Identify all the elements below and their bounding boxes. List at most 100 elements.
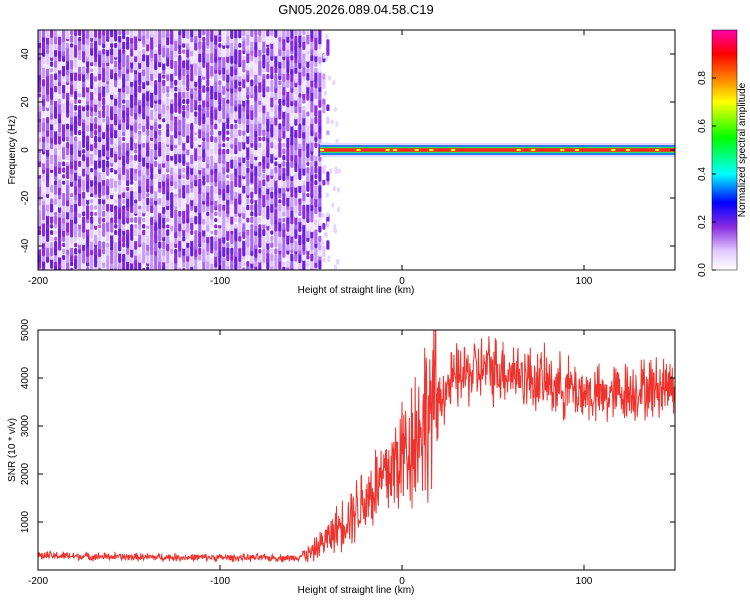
heatmap-cell — [270, 261, 274, 267]
heatmap-cell — [126, 55, 130, 61]
heatmap-cell — [102, 222, 106, 230]
heatmap-cell — [198, 178, 202, 187]
colorbar-ticks: 0.00.20.40.60.8 — [697, 71, 716, 277]
heatmap-cell — [286, 59, 290, 70]
heatmap-cell — [74, 72, 78, 81]
heatmap-cell — [146, 89, 150, 102]
heatmap-cell — [214, 229, 218, 236]
y-tick-label: 3000 — [20, 414, 31, 437]
heatmap-cell — [162, 45, 166, 58]
heatmap-cell — [142, 33, 146, 45]
heatmap-cell — [170, 248, 174, 255]
heatmap-cell — [58, 227, 62, 238]
heatmap-cell — [250, 60, 254, 69]
heatmap-cell — [270, 253, 274, 262]
heatmap-cell — [50, 180, 54, 185]
heatmap-cell — [178, 267, 182, 270]
heatmap-cell — [306, 161, 310, 166]
heatmap-cell — [94, 232, 98, 246]
heatmap-cell — [190, 236, 194, 242]
heatmap-cell — [98, 228, 102, 237]
heatmap-cell — [274, 30, 278, 38]
heatmap-cell — [38, 247, 42, 255]
heatmap-cell — [250, 238, 254, 252]
heatmap-cell — [178, 176, 182, 189]
heatmap-cell — [74, 255, 78, 260]
heatmap-cell — [106, 97, 110, 106]
heatmap-cell — [154, 83, 158, 95]
heatmap-cell — [258, 216, 262, 224]
heatmap-cell — [54, 109, 58, 119]
heatmap-cell — [174, 193, 178, 198]
heatmap-cell — [206, 110, 210, 118]
heatmap-cell — [102, 204, 106, 211]
heatmap-cell — [234, 127, 238, 139]
heatmap-cell — [274, 257, 278, 270]
heatmap-cell — [290, 223, 294, 230]
heatmap-cell — [190, 98, 194, 105]
heatmap-cell — [118, 172, 122, 181]
heatmap-cell — [278, 91, 282, 100]
heatmap-cell — [238, 52, 242, 64]
heatmap-cell — [210, 83, 214, 95]
heatmap-cell — [154, 43, 158, 48]
heatmap-cell — [62, 221, 66, 231]
heatmap-cell — [158, 129, 162, 136]
heatmap-cell — [46, 211, 50, 217]
heatmap-cell — [158, 197, 162, 205]
heatmap-cell — [162, 79, 166, 86]
heatmap-cell — [94, 130, 98, 136]
heatmap-cell — [110, 203, 114, 213]
heatmap-cell — [186, 98, 190, 105]
heatmap-cell — [286, 232, 290, 245]
heatmap-cell — [162, 74, 166, 79]
heatmap-cell — [94, 158, 98, 170]
heatmap-cell — [146, 197, 150, 205]
heatmap-cell — [326, 39, 330, 52]
heatmap-cell — [314, 97, 318, 106]
heatmap-cell — [250, 142, 254, 148]
heatmap-cell — [182, 86, 186, 93]
heatmap-cell — [166, 66, 170, 75]
heatmap-cell — [102, 172, 106, 181]
heatmap-cell — [218, 133, 222, 144]
heatmap-cell — [266, 103, 270, 112]
heatmap-cell — [290, 154, 294, 162]
heatmap-cell — [174, 114, 178, 127]
heatmap-cell — [78, 61, 82, 67]
heatmap-cell — [70, 202, 74, 213]
heatmap-cell — [150, 90, 154, 101]
heatmap-cell — [226, 153, 230, 163]
heatmap-cell — [110, 210, 114, 218]
heatmap-cell — [162, 30, 166, 38]
heatmap-cell — [286, 89, 290, 102]
heatmap-cell — [266, 79, 270, 87]
heatmap-cell — [158, 241, 162, 249]
heatmap-cell — [158, 124, 162, 129]
heatmap-cell — [110, 197, 114, 205]
heatmap-cell — [90, 68, 94, 73]
heatmap-cell — [86, 205, 90, 211]
heatmap-cell — [66, 42, 70, 49]
heatmap-cell — [194, 30, 198, 37]
heatmap-cell — [90, 204, 94, 211]
heatmap-cell — [178, 216, 182, 224]
heatmap-cell — [242, 39, 246, 51]
heatmap-cell — [290, 58, 294, 70]
heatmap-cell — [118, 159, 122, 169]
heatmap-cell — [122, 234, 126, 243]
heatmap-cell — [138, 184, 142, 194]
heatmap-cell — [106, 115, 110, 125]
heatmap-cell — [70, 242, 74, 248]
heatmap-cell — [130, 111, 134, 117]
heatmap-cell — [262, 179, 266, 187]
heatmap-cell — [206, 135, 210, 142]
heatmap-cell — [198, 30, 202, 39]
heatmap-cell — [166, 105, 170, 111]
heatmap-cell — [70, 261, 74, 267]
heatmap-cell — [50, 241, 54, 249]
heatmap-cell — [170, 230, 174, 235]
heatmap-cell — [118, 179, 122, 186]
heatmap-cell — [182, 116, 186, 125]
heatmap-cell — [146, 210, 150, 217]
